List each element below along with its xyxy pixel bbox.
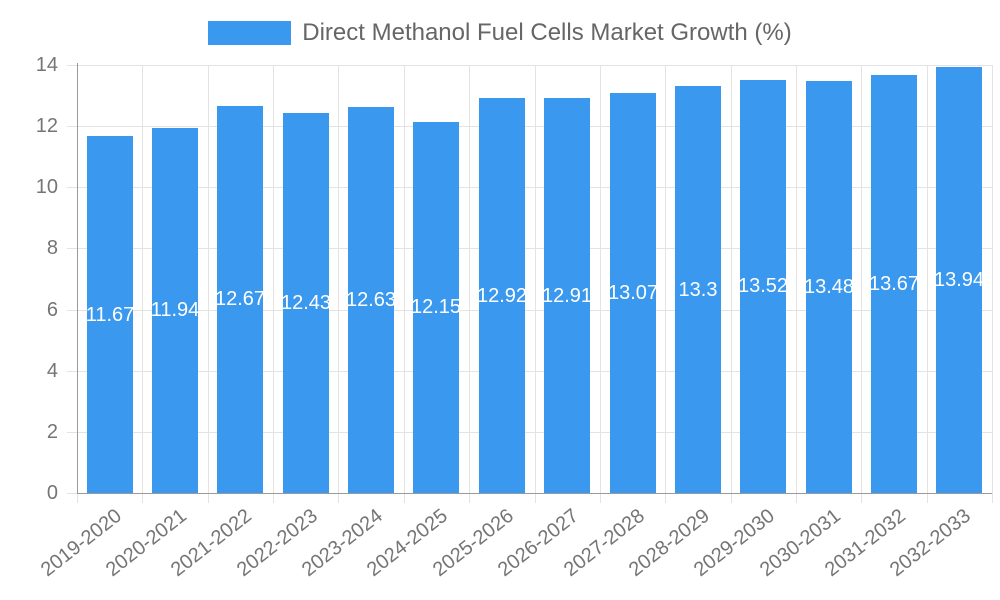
y-tick-label: 0 [46, 482, 58, 504]
y-tick-label: 2 [46, 421, 58, 443]
bar-2020-2021[interactable] [152, 128, 198, 493]
x-gridline [600, 65, 601, 503]
x-gridline [338, 65, 339, 503]
bar-2022-2023[interactable] [283, 113, 329, 493]
bar-2032-2033[interactable] [936, 67, 982, 493]
y-tick-label: 14 [35, 54, 58, 76]
y-tick-label: 12 [35, 115, 58, 137]
x-gridline [142, 65, 143, 503]
x-gridline [796, 65, 797, 503]
x-gridline [208, 65, 209, 503]
bar-2029-2030[interactable] [740, 80, 786, 493]
bar-2023-2024[interactable] [348, 107, 394, 493]
legend-swatch [208, 21, 292, 45]
x-gridline [273, 65, 274, 503]
x-gridline [731, 65, 732, 503]
x-gridline [992, 65, 993, 503]
y-gridline [67, 126, 992, 127]
x-gridline [927, 65, 928, 503]
bar-2030-2031[interactable] [806, 81, 852, 493]
bar-2027-2028[interactable] [610, 93, 656, 493]
y-axis-line [77, 63, 78, 493]
y-gridline [67, 432, 992, 433]
x-gridline [861, 65, 862, 503]
x-axis-line [77, 493, 992, 494]
bar-2021-2022[interactable] [217, 106, 263, 493]
y-tick-label: 4 [46, 360, 58, 382]
x-gridline [469, 65, 470, 503]
x-gridline [535, 65, 536, 503]
x-gridline [665, 65, 666, 503]
y-gridline [67, 187, 992, 188]
bar-2026-2027[interactable] [544, 98, 590, 493]
x-gridline [404, 65, 405, 503]
y-tick-label: 10 [35, 176, 58, 198]
y-gridline [67, 65, 992, 66]
bar-2024-2025[interactable] [413, 122, 459, 493]
legend[interactable]: Direct Methanol Fuel Cells Market Growth… [0, 19, 1000, 47]
bar-2031-2032[interactable] [871, 75, 917, 493]
legend-label: Direct Methanol Fuel Cells Market Growth… [302, 19, 792, 46]
y-tick-label: 8 [46, 237, 58, 259]
bar-2028-2029[interactable] [675, 86, 721, 493]
y-gridline [67, 310, 992, 311]
bar-2025-2026[interactable] [479, 98, 525, 493]
y-tick-label: 6 [46, 299, 58, 321]
y-gridline [67, 248, 992, 249]
bar-2019-2020[interactable] [87, 136, 133, 493]
y-gridline [67, 371, 992, 372]
